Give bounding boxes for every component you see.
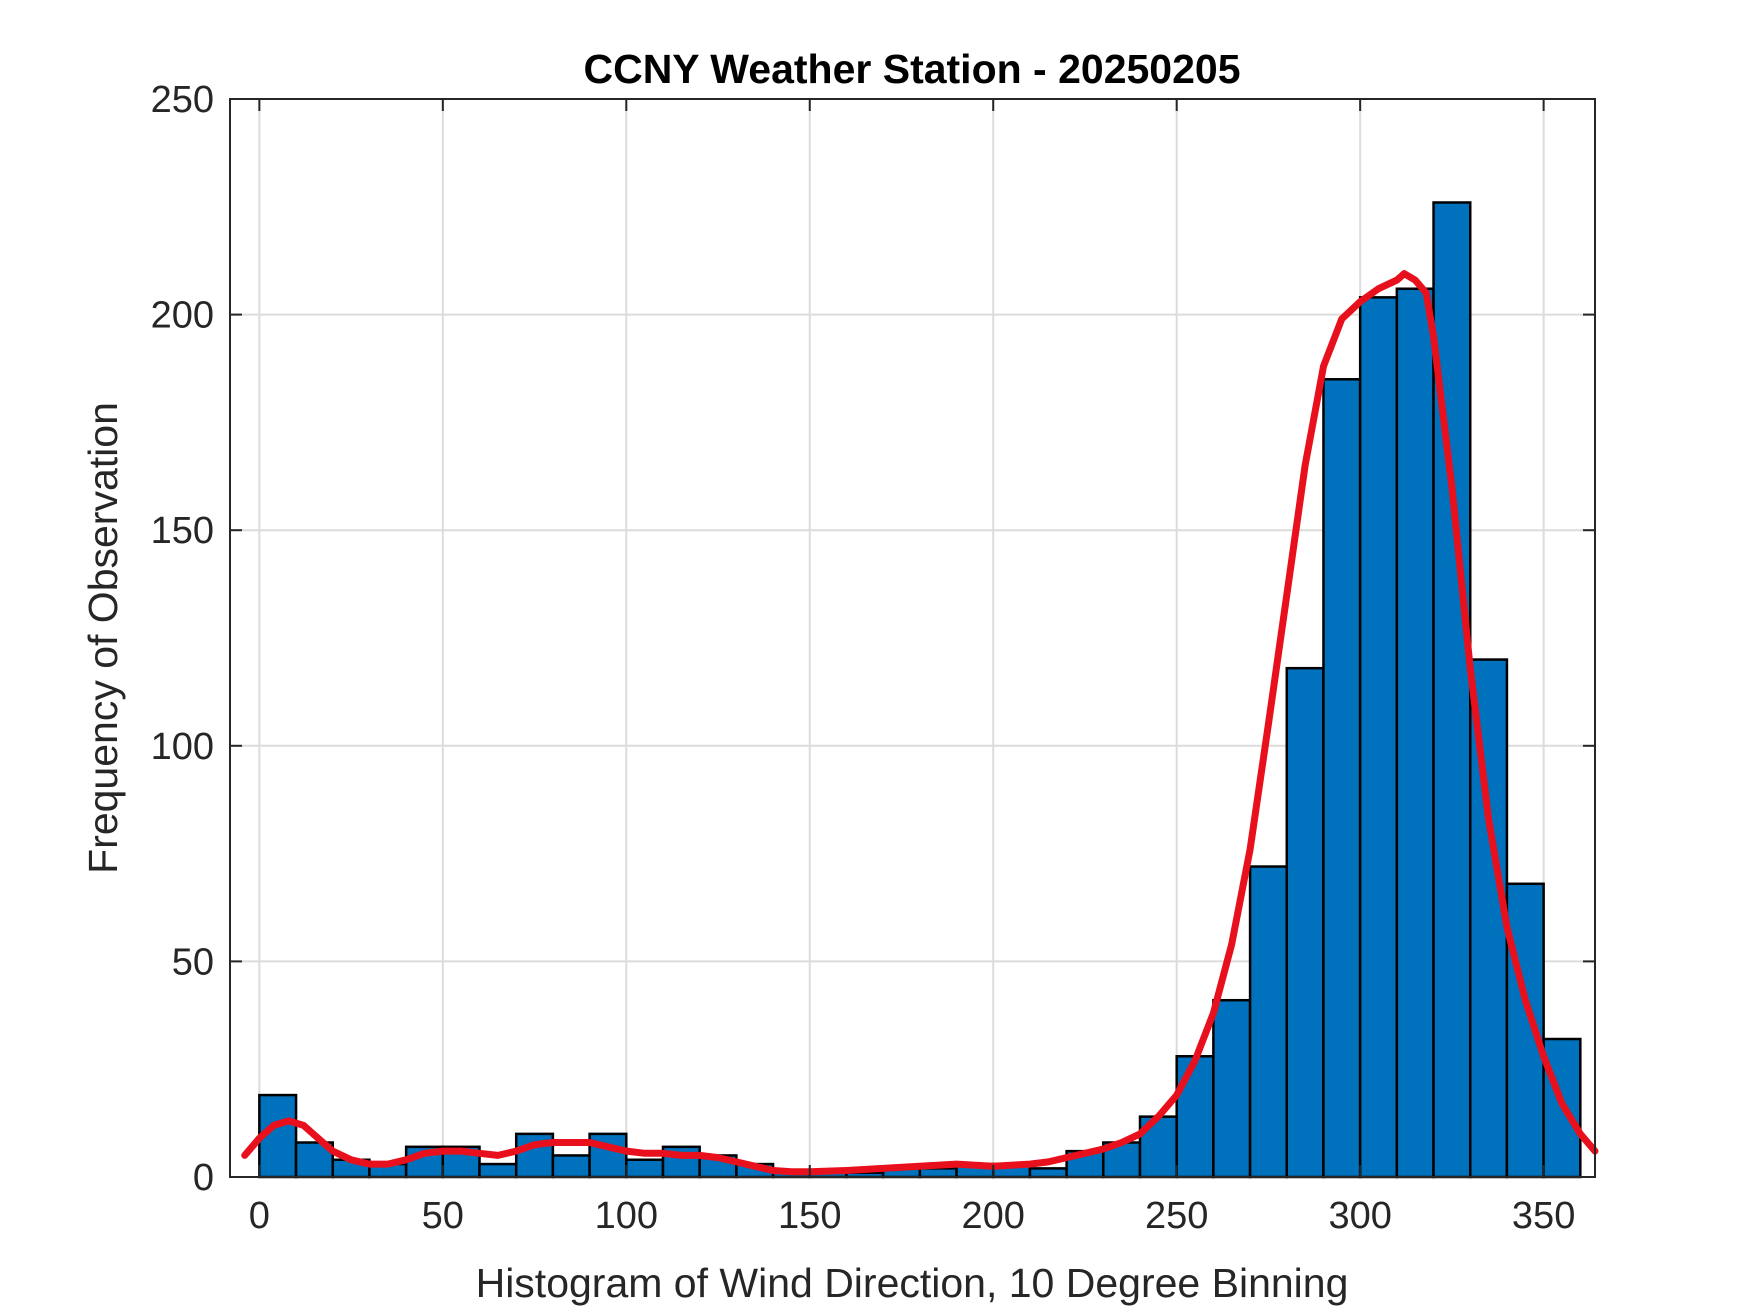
x-axis-label: Histogram of Wind Direction, 10 Degree B…	[476, 1260, 1349, 1306]
histogram-bar	[1322, 378, 1362, 1179]
histogram-bar	[551, 1154, 591, 1179]
x-tick-label: 350	[1512, 1195, 1575, 1237]
density-curve	[241, 270, 1599, 1176]
axes-box	[229, 98, 1596, 1178]
x-tick-label: 200	[962, 1195, 1025, 1237]
histogram-bar	[1028, 1167, 1068, 1179]
y-tick-label: 150	[151, 510, 214, 552]
histogram-bar	[478, 1162, 518, 1179]
x-tick-label: 0	[249, 1195, 270, 1237]
histogram-bar	[1285, 666, 1325, 1179]
chart-title: CCNY Weather Station - 20250205	[583, 46, 1240, 92]
axis-ticks: 0 50 100 150 200 250 300 350 0 50 100 150 200 250	[151, 79, 1595, 1237]
x-tick-label: 150	[778, 1195, 841, 1237]
y-tick-label: 0	[193, 1157, 214, 1199]
histogram-bar	[1358, 296, 1399, 1179]
histogram-bar	[1432, 201, 1472, 1179]
y-tick-label: 250	[151, 79, 214, 121]
histogram-bar	[1248, 865, 1289, 1179]
x-tick-label: 100	[595, 1195, 658, 1237]
x-tick-label: 50	[422, 1195, 464, 1237]
y-tick-label: 100	[151, 726, 214, 768]
density-fit-line	[241, 270, 1599, 1176]
x-tick-label: 250	[1145, 1195, 1208, 1237]
histogram-bar	[625, 1158, 665, 1179]
histogram-bar	[1395, 287, 1435, 1179]
y-tick-label: 200	[151, 295, 214, 337]
y-axis-label: Frequency of Observation	[80, 402, 126, 874]
histogram-bar	[1212, 998, 1252, 1179]
histogram-bar	[918, 1167, 958, 1179]
y-tick-label: 50	[172, 941, 214, 983]
histogram-bars	[258, 201, 1582, 1179]
histogram-bar	[1175, 1055, 1215, 1179]
x-tick-label: 300	[1328, 1195, 1391, 1237]
